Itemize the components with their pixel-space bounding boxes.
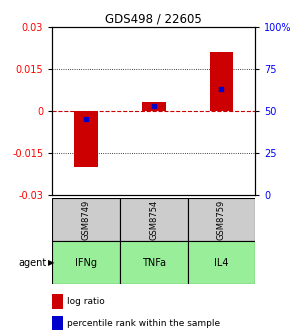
- Text: log ratio: log ratio: [67, 297, 105, 306]
- Bar: [188, 198, 255, 241]
- Text: IL4: IL4: [214, 257, 229, 267]
- Bar: [52, 198, 120, 241]
- Bar: [74, 111, 98, 167]
- Text: GSM8759: GSM8759: [217, 200, 226, 240]
- Bar: [120, 198, 188, 241]
- Text: IFNg: IFNg: [75, 257, 97, 267]
- Text: GSM8754: GSM8754: [149, 200, 158, 240]
- Bar: [52, 316, 63, 331]
- Text: percentile rank within the sample: percentile rank within the sample: [67, 319, 221, 328]
- Text: agent: agent: [18, 257, 46, 267]
- Bar: [52, 294, 63, 308]
- Text: ▶: ▶: [48, 258, 54, 267]
- Bar: [142, 102, 166, 111]
- Text: GSM8749: GSM8749: [81, 200, 90, 240]
- Bar: [188, 241, 255, 284]
- Title: GDS498 / 22605: GDS498 / 22605: [105, 13, 202, 26]
- Bar: [120, 241, 188, 284]
- Bar: [52, 241, 120, 284]
- Bar: [210, 52, 233, 111]
- Text: TNFa: TNFa: [142, 257, 166, 267]
